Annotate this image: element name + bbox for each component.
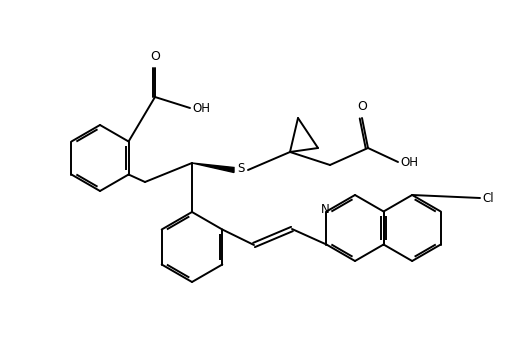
Text: O: O <box>150 50 160 63</box>
Text: Cl: Cl <box>482 191 494 204</box>
Polygon shape <box>192 163 234 173</box>
Text: OH: OH <box>192 101 210 115</box>
Text: O: O <box>357 100 367 113</box>
Text: N: N <box>321 203 330 216</box>
Text: OH: OH <box>400 155 418 169</box>
Text: S: S <box>237 163 244 175</box>
